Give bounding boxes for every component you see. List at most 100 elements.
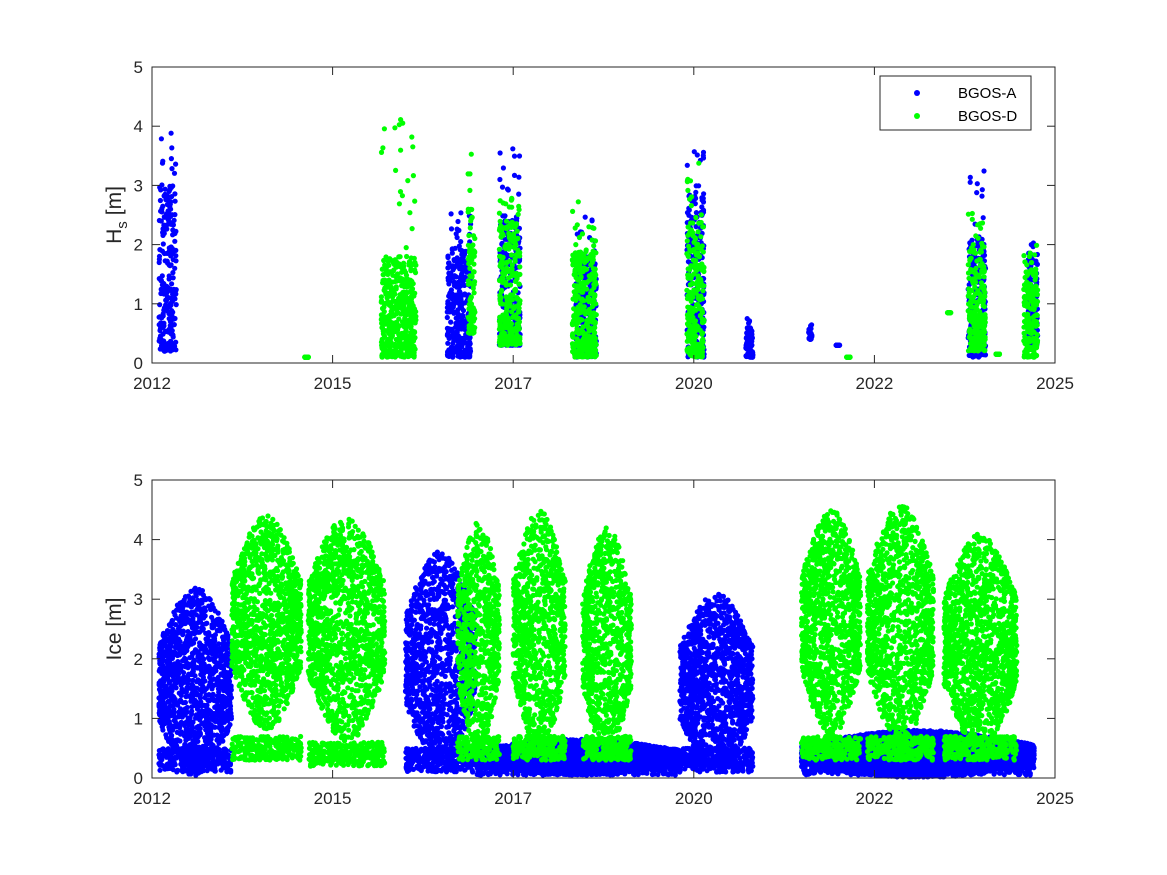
data-point [302,355,307,360]
data-point [467,326,472,331]
data-point [158,333,163,338]
data-point [472,269,477,274]
data-point [381,331,386,336]
data-point [449,226,454,231]
data-point [167,316,172,321]
data-point [696,183,701,188]
data-point [982,267,987,272]
data-point [504,219,509,224]
data-point [1035,262,1040,267]
data-point [750,350,755,355]
data-point [969,348,974,353]
data-point [574,310,579,315]
data-point [582,280,587,285]
data-point [411,173,416,178]
data-point [746,353,751,358]
data-point [398,148,403,153]
data-point [573,250,578,255]
data-point [165,197,170,202]
data-point [170,310,175,315]
data-point [684,251,689,256]
data-point [459,276,464,281]
data-point [500,325,505,330]
data-point [517,153,522,158]
data-point [500,270,505,275]
data-point [590,300,595,305]
data-point [169,281,174,286]
data-point [968,175,973,180]
data-point [165,259,170,264]
data-point [380,337,385,342]
data-point [466,353,471,358]
data-point [498,278,503,283]
data-point [157,328,162,333]
data-point [966,212,971,217]
data-point [585,255,590,260]
data-point [402,268,407,273]
data-point [979,285,984,290]
data-point [685,163,690,168]
data-point [168,323,173,328]
data-point [409,134,414,139]
data-point [163,298,168,303]
data-point [381,258,386,263]
data-point [834,343,839,348]
data-point [981,215,986,220]
data-point [570,209,575,214]
data-point [392,299,397,304]
data-point [514,326,519,331]
data-point [157,338,162,343]
data-point [452,274,457,279]
data-point [167,187,172,192]
data-point [967,335,972,340]
data-point [160,161,165,166]
data-point [472,254,477,259]
data-point [379,353,384,358]
data-point [468,218,473,223]
data-point [467,302,472,307]
data-point [172,171,177,176]
data-point [169,156,174,161]
data-point [501,165,506,170]
data-point [459,248,464,253]
data-point [395,326,400,331]
data-point [498,301,503,306]
data-point [511,314,516,319]
data-point [458,239,463,244]
data-point [513,242,518,247]
data-point [846,355,851,360]
data-point [685,347,690,352]
data-point [578,251,583,256]
data-point [499,337,504,342]
data-point [159,278,164,283]
data-point [469,152,474,157]
data-point [379,150,384,155]
data-point [591,226,596,231]
data-point [975,320,980,325]
data-point [700,296,705,301]
data-point [471,233,476,238]
data-point [967,353,972,358]
data-point [970,279,975,284]
data-point [691,338,696,343]
data-point [163,329,168,334]
data-point [969,256,974,261]
data-point [400,193,405,198]
data-point [576,199,581,204]
data-point [685,238,690,243]
data-point [692,149,697,154]
data-point [580,231,585,236]
data-point [163,223,168,228]
data-point [167,245,172,250]
data-point [981,300,986,305]
data-point [445,315,450,320]
data-point [446,294,451,299]
data-point [510,146,515,151]
data-point [498,234,503,239]
data-point [973,291,978,296]
data-point [410,144,415,149]
data-point [472,282,477,287]
data-point [975,181,980,186]
data-point [699,282,704,287]
data-point [978,226,983,231]
